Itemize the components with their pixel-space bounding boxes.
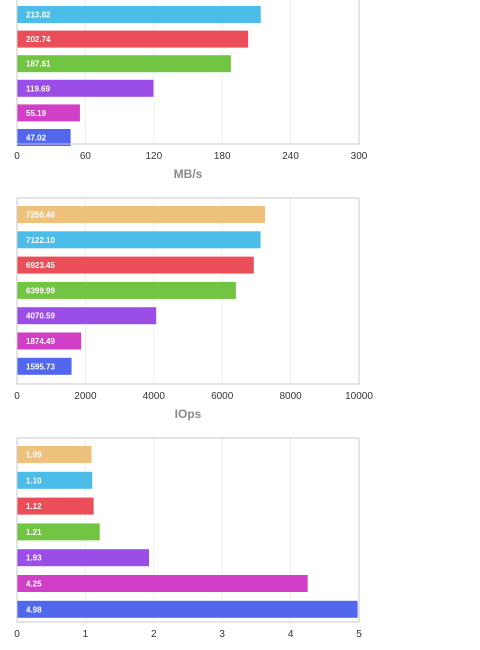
bar <box>17 281 236 299</box>
bar-value-label: 6399.99 <box>26 286 55 295</box>
x-tick-label: 8000 <box>279 391 302 402</box>
bar <box>17 104 80 122</box>
chart-svg: 1.09 1.10 1.12 1.21 1.93 4.25 4.98 0 1 2 3 4 5 <box>14 437 362 640</box>
bar <box>17 256 254 274</box>
x-tick-label: 6000 <box>211 391 234 402</box>
bar-value-label: 4.25 <box>26 580 42 589</box>
bar-value-label: 1874.49 <box>26 337 55 346</box>
x-tick-label: 120 <box>145 151 162 162</box>
x-tick-label: 1 <box>83 629 89 640</box>
bar-value-label: 1.12 <box>26 502 42 511</box>
bar-value-label: 1.09 <box>26 451 42 460</box>
bar-value-label: 4.98 <box>26 605 42 614</box>
x-tick-label: 2 <box>151 629 157 640</box>
plot-frame <box>16 197 360 385</box>
bar-value-label: 119.69 <box>26 84 51 93</box>
bar-value-label: 7122.10 <box>26 236 55 245</box>
x-tick-label: 2000 <box>74 391 97 402</box>
chart-svg: 213.82 202.74 187.61 119.69 55.19 47.02 0 60 120… <box>14 0 368 181</box>
bar-value-label: 7250.46 <box>26 211 55 220</box>
x-tick-label: 180 <box>214 151 231 162</box>
bar <box>17 549 150 567</box>
x-tick-label: 10000 <box>345 391 373 402</box>
bar <box>17 523 100 541</box>
bar <box>17 600 358 618</box>
bar-value-label: 1.10 <box>26 476 42 485</box>
plot-frame <box>16 437 360 623</box>
x-tick-label: 4000 <box>143 391 166 402</box>
bar-value-label: 202.74 <box>26 35 51 44</box>
x-tick-label: 0 <box>14 151 20 162</box>
bar <box>17 446 92 463</box>
latency-chart: 1.09 1.10 1.12 1.21 1.93 4.25 4.98 0 1 2 3 4 5 <box>0 436 480 650</box>
x-tick-label: 60 <box>80 151 92 162</box>
bar-value-label: 1595.73 <box>26 362 55 371</box>
x-tick-label: 5 <box>356 629 362 640</box>
x-tick-label: 0 <box>14 391 20 402</box>
x-tick-label: 4 <box>288 629 294 640</box>
bar-value-label: 55.19 <box>26 109 47 118</box>
x-axis-title: IOps <box>175 407 202 421</box>
bar-value-label: 213.82 <box>26 11 51 20</box>
bar-value-label: 47.02 <box>26 134 47 143</box>
bar <box>17 471 93 489</box>
bar <box>17 332 82 350</box>
x-tick-label: 300 <box>351 151 368 162</box>
bar <box>17 55 231 73</box>
bar <box>17 307 157 325</box>
bar-value-label: 1.93 <box>26 554 42 563</box>
bar <box>17 206 265 223</box>
bar-value-label: 4070.59 <box>26 312 55 321</box>
bar <box>17 30 249 48</box>
x-axis-title: MB/s <box>174 167 203 181</box>
bar-value-label: 1.21 <box>26 528 42 537</box>
plot-frame <box>16 0 360 145</box>
bar <box>17 129 71 146</box>
bar <box>17 497 94 515</box>
bar-value-label: 187.61 <box>26 60 51 69</box>
iops-chart: 7250.46 7122.10 6923.45 6399.99 4070.59 1874.… <box>0 196 480 426</box>
x-tick-label: 240 <box>282 151 299 162</box>
throughput-chart: 213.82 202.74 187.61 119.69 55.19 47.02 0 60 120… <box>0 0 480 186</box>
bar <box>17 79 154 97</box>
bar <box>17 357 72 375</box>
bar <box>17 575 308 592</box>
bar-value-label: 6923.45 <box>26 261 55 270</box>
x-tick-label: 0 <box>14 629 20 640</box>
x-tick-label: 3 <box>219 629 225 640</box>
bar <box>17 6 261 23</box>
chart-svg: 7250.46 7122.10 6923.45 6399.99 4070.59 1874.… <box>14 197 373 421</box>
bar <box>17 231 261 249</box>
